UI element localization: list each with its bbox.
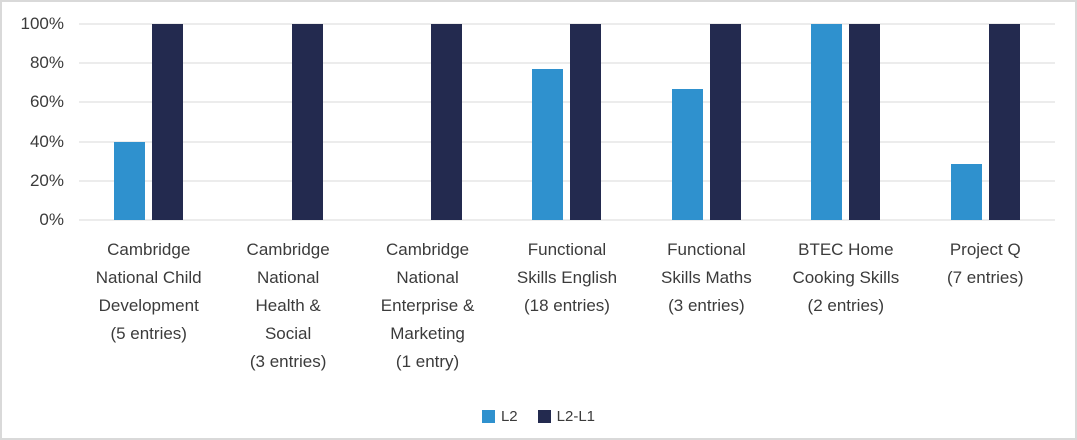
gridline (79, 23, 1055, 25)
category-label: Cambridge National Enterprise & Marketin… (380, 240, 475, 371)
bar-l2 (114, 141, 146, 220)
x-axis: Cambridge National Child Development (5 … (79, 236, 1055, 376)
bar-l2-l1 (849, 24, 881, 220)
legend-item-l2: L2 (481, 408, 518, 425)
y-axis-label: 60% (29, 92, 64, 112)
bar-l2 (950, 163, 982, 220)
bar-group (79, 24, 218, 220)
legend-item-l2-l1: L2-L1 (537, 408, 596, 425)
bar-group (916, 24, 1055, 220)
gridline (79, 219, 1055, 221)
legend-label-l2-l1: L2-L1 (556, 408, 596, 425)
gridline (79, 141, 1055, 143)
gridline (79, 62, 1055, 64)
bar-group (497, 24, 636, 220)
y-axis-label: 20% (29, 170, 64, 190)
y-axis-label: 40% (29, 131, 64, 151)
category-label: Cambridge National Child Development (5 … (95, 240, 202, 343)
gridline (79, 180, 1055, 182)
bar-l2 (532, 69, 564, 220)
bar-l2-l1 (291, 24, 323, 220)
bars-container (79, 24, 1055, 220)
y-axis-label: 80% (29, 53, 64, 73)
y-axis-label: 0% (39, 210, 64, 229)
bar-group (637, 24, 776, 220)
category-label: BTEC Home Cooking Skills (2 entries) (792, 240, 900, 315)
category-label: Cambridge National Health & Social (3 en… (246, 240, 330, 371)
legend-swatch-l2 (481, 410, 495, 423)
bar-l2 (671, 88, 703, 220)
bar-l2-l1 (431, 24, 463, 220)
bar-group (358, 24, 497, 220)
gridline (79, 101, 1055, 103)
plot-area (79, 23, 1055, 221)
category-label: Functional Skills English (18 entries) (516, 240, 618, 315)
bar-l2-l1 (152, 24, 184, 220)
bar-group (776, 24, 915, 220)
y-axis: 0% 20% 40% 60% 80% 100% (2, 14, 72, 229)
legend-swatch-l2-l1 (537, 410, 551, 423)
bar-l2-l1 (988, 24, 1020, 220)
category-label: Project Q (7 entries) (946, 240, 1024, 287)
legend-label-l2: L2 (500, 408, 518, 425)
legend: L2 L2-L1 (2, 408, 1075, 425)
bar-l2-l1 (570, 24, 602, 220)
category-label: Functional Skills Maths (3 entries) (661, 240, 752, 315)
bar-l2-l1 (709, 24, 741, 220)
y-axis-label: 100% (20, 14, 64, 33)
bar-group (218, 24, 357, 220)
bar-l2 (811, 24, 843, 220)
